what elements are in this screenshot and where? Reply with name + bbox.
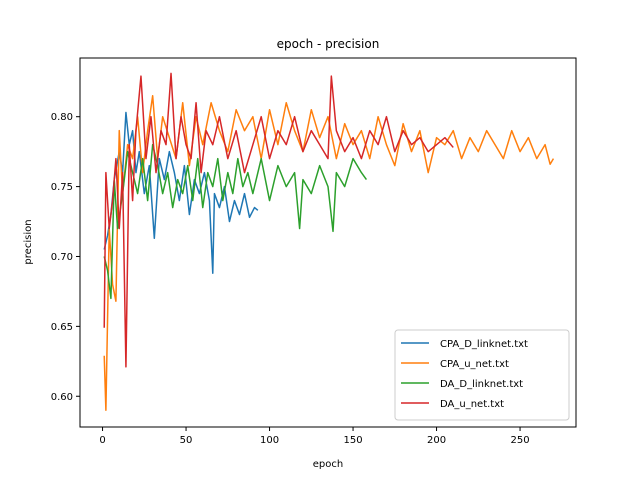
x-tick-label: 100	[260, 435, 279, 446]
y-tick-label: 0.80	[51, 112, 73, 123]
legend-label-1: CPA_D_linknet.txt	[440, 339, 528, 350]
y-axis-ticks: 0.60 0.65 0.70 0.75 0.80	[51, 112, 80, 403]
legend-label-3: DA_D_linknet.txt	[440, 379, 523, 390]
x-tick-label: 250	[511, 435, 530, 446]
x-tick-label: 200	[427, 435, 446, 446]
y-tick-label: 0.65	[51, 322, 73, 333]
legend: CPA_D_linknet.txt CPA_u_net.txt DA_D_linkn…	[394, 329, 570, 421]
y-tick-label: 0.75	[51, 182, 73, 193]
x-axis-label: epoch	[313, 459, 343, 470]
x-axis-ticks: 0 50 100 150 200 250	[99, 427, 530, 446]
series-line-3	[103, 143, 368, 300]
chart-title: epoch - precision	[277, 37, 380, 51]
series-line-4	[103, 72, 454, 368]
x-tick-label: 0	[99, 435, 105, 446]
legend-box	[394, 329, 570, 421]
y-axis-label: precision	[23, 219, 34, 264]
legend-label-2: CPA_u_net.txt	[440, 359, 509, 370]
y-tick-label: 0.60	[51, 392, 73, 403]
x-tick-label: 50	[180, 435, 193, 446]
plot-area-frame	[79, 57, 577, 428]
legend-label-4: DA_u_net.txt	[440, 399, 504, 410]
y-tick-label: 0.70	[51, 252, 73, 263]
x-tick-label: 150	[344, 435, 363, 446]
series-layer	[103, 72, 555, 411]
